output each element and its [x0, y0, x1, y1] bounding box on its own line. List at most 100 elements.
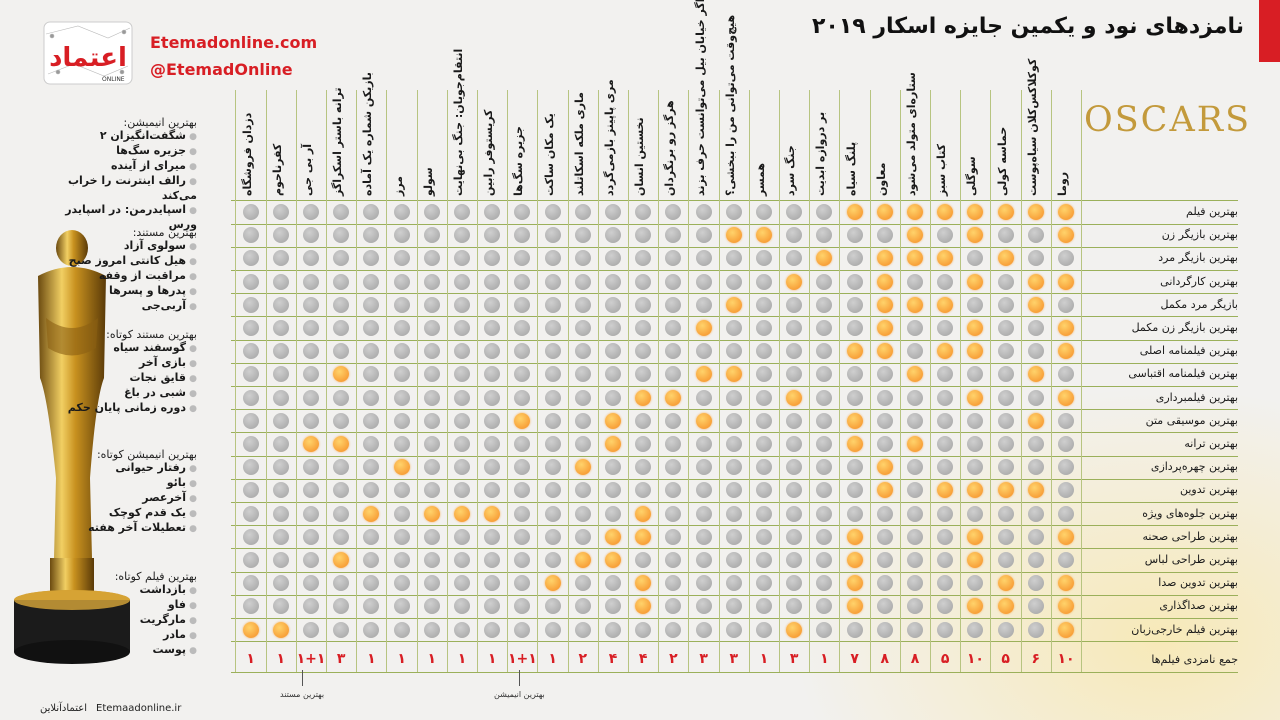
nominee-dot: [937, 204, 954, 220]
empty-dot: [816, 598, 833, 615]
empty-dot: [997, 296, 1014, 313]
grid-col-line: [295, 90, 297, 672]
empty-dot: [635, 296, 652, 313]
film-title: آر بی جی: [301, 143, 314, 196]
empty-dot: [423, 296, 440, 313]
film-title: پلنگ سیاه: [844, 141, 858, 196]
empty-dot: [393, 227, 410, 244]
empty-dot: [786, 482, 803, 499]
nominee-dot: [967, 273, 984, 290]
empty-dot: [363, 320, 380, 336]
empty-dot: [725, 389, 742, 406]
nominee-dot: [695, 412, 712, 429]
film-title: جزیره سگ‌ها: [512, 126, 526, 196]
film-title: انتقام‌جویان: جنگ بی‌نهایت: [452, 48, 465, 196]
empty-dot: [635, 412, 652, 429]
empty-dot: [242, 227, 259, 244]
empty-dot: [454, 296, 470, 313]
social-handle[interactable]: @EtemadOnline: [150, 60, 293, 79]
film-column-header: یک مکان ساکت: [543, 0, 563, 196]
empty-dot: [876, 505, 893, 522]
empty-dot: [544, 343, 561, 360]
empty-dot: [242, 343, 259, 360]
empty-dot: [272, 528, 289, 545]
empty-dot: [544, 389, 561, 406]
category-group-heading: بهترین انیمیشن کوتاه:: [96, 448, 197, 461]
nominee-dot: [1027, 482, 1044, 499]
note-best-animation: بهترین انیمیشن: [494, 690, 545, 699]
empty-dot: [695, 389, 712, 406]
empty-dot: [937, 575, 954, 592]
empty-dot: [242, 273, 259, 290]
empty-dot: [907, 552, 923, 568]
grid-col-line: [628, 90, 629, 672]
empty-dot: [272, 389, 289, 406]
film-column-header: همسر: [754, 0, 774, 196]
empty-dot: [665, 320, 682, 336]
empty-dot: [937, 273, 954, 290]
nominee-item: مارگریت: [47, 613, 197, 628]
nominee-dot: [967, 343, 984, 360]
film-total: ۸: [910, 651, 920, 667]
empty-dot: [967, 296, 984, 313]
empty-dot: [514, 296, 531, 313]
empty-dot: [876, 436, 893, 452]
category-label: بهترین کارگردانی: [1160, 274, 1238, 288]
empty-dot: [756, 250, 772, 267]
empty-dot: [484, 250, 501, 267]
empty-dot: [272, 273, 289, 290]
empty-dot: [423, 250, 440, 267]
empty-dot: [725, 575, 742, 592]
nominee-dot: [725, 227, 742, 244]
empty-dot: [695, 482, 712, 499]
grid-col-line: [839, 90, 841, 672]
film-column-header: معاون: [875, 0, 895, 196]
nominee-dot: [997, 204, 1014, 220]
empty-dot: [997, 227, 1014, 244]
nominee-item: پوست: [47, 643, 197, 658]
empty-dot: [242, 389, 259, 406]
empty-dot: [423, 343, 440, 360]
empty-dot: [514, 621, 531, 638]
empty-dot: [363, 436, 380, 452]
empty-dot: [393, 366, 410, 383]
empty-dot: [333, 575, 350, 592]
site-url[interactable]: Etemadonline.com: [150, 33, 318, 52]
grid-row-line: [230, 641, 1238, 643]
empty-dot: [333, 296, 350, 313]
film-title: جنگ سرد: [784, 145, 798, 196]
empty-dot: [665, 482, 682, 499]
category-label: بهترین فیلمبرداری: [1155, 390, 1238, 404]
category-group-heading: بهترین فیلم کوتاه:: [114, 570, 197, 583]
empty-dot: [1058, 296, 1074, 313]
empty-dot: [967, 459, 984, 476]
empty-dot: [937, 227, 954, 244]
nominee-dot: [423, 505, 440, 522]
empty-dot: [514, 250, 531, 267]
empty-dot: [967, 412, 984, 429]
film-total: ۶: [1031, 651, 1041, 667]
nominee-dot: [363, 505, 380, 522]
footer-url[interactable]: Etemaadonline.ir: [96, 703, 182, 714]
empty-dot: [1027, 436, 1044, 452]
empty-dot: [454, 343, 470, 360]
empty-dot: [363, 621, 380, 638]
empty-dot: [937, 366, 954, 383]
empty-dot: [363, 412, 380, 429]
empty-dot: [303, 552, 319, 568]
nominee-dot: [967, 528, 984, 545]
empty-dot: [937, 459, 954, 476]
empty-dot: [816, 412, 833, 429]
empty-dot: [967, 250, 984, 267]
grid-col-line: [507, 90, 509, 672]
category-label: بهترین فیلم: [1186, 205, 1238, 218]
empty-dot: [454, 598, 470, 615]
empty-dot: [393, 273, 410, 290]
nominee-dot: [997, 598, 1014, 615]
category-label: بهترین تدوین صدا: [1158, 576, 1238, 590]
empty-dot: [484, 412, 501, 429]
grid-col-line: [356, 90, 358, 672]
nominee-dot: [333, 366, 350, 383]
empty-dot: [484, 389, 501, 406]
empty-dot: [272, 482, 289, 499]
